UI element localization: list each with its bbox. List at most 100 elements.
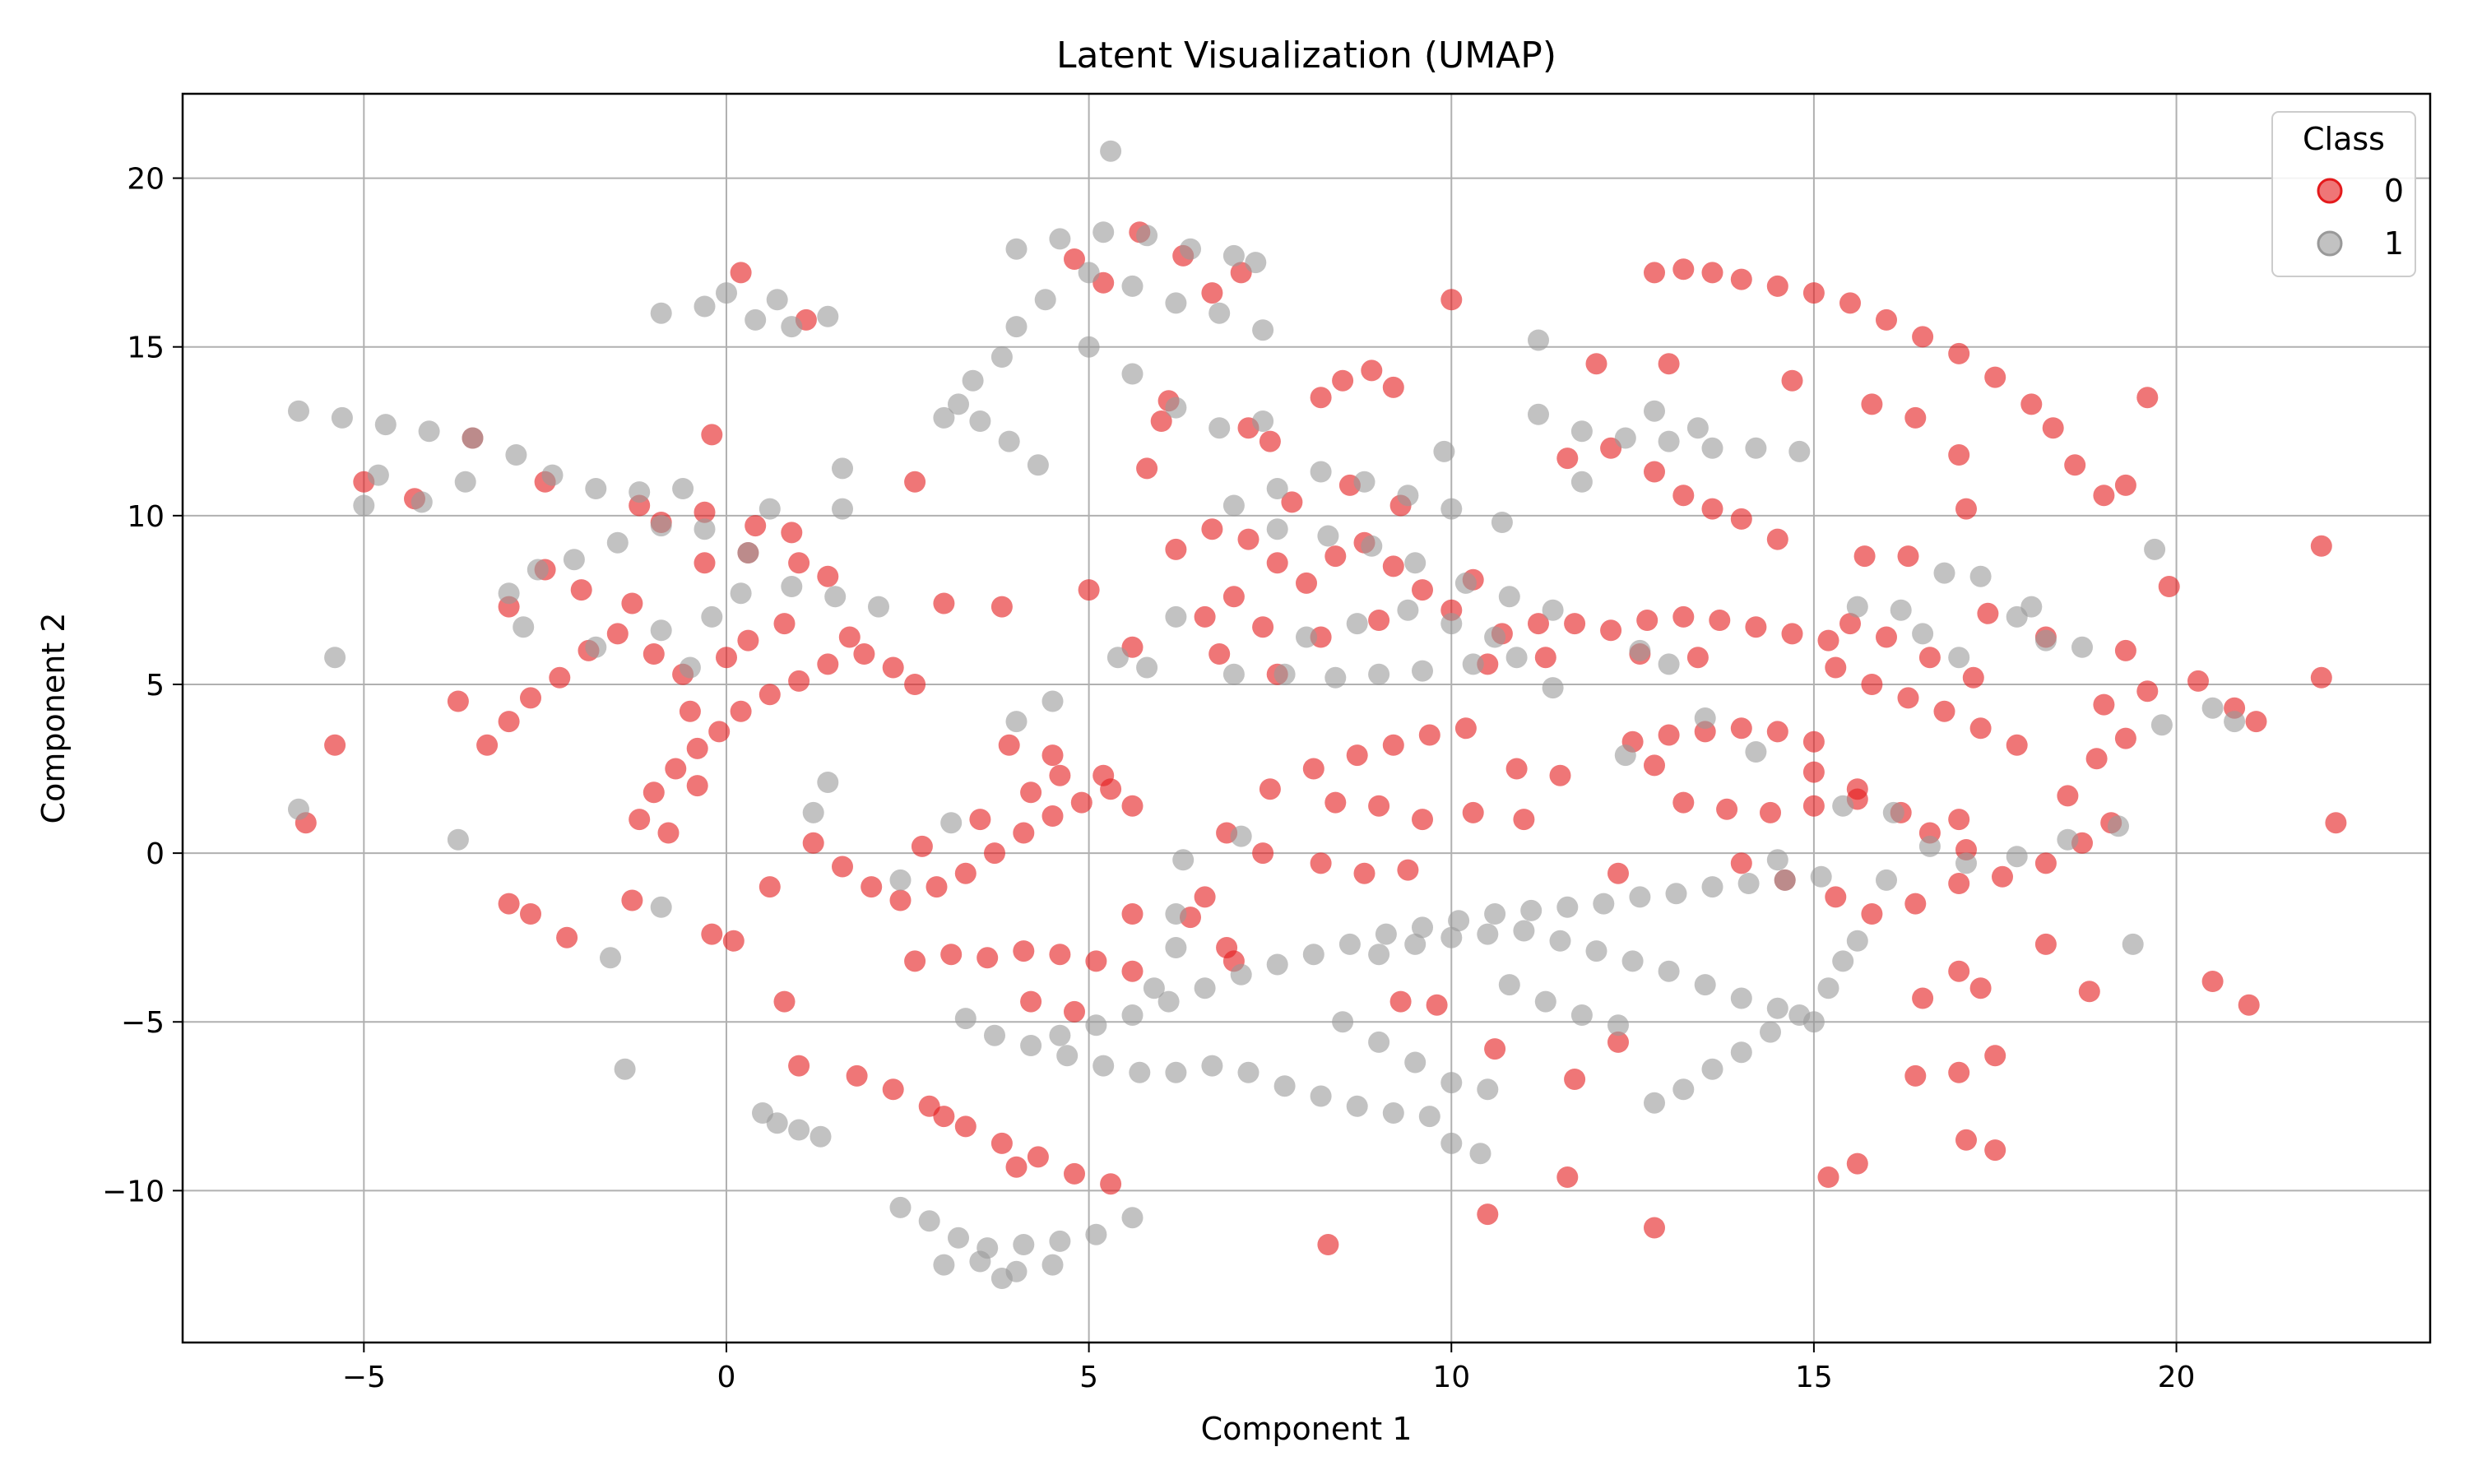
point-class-0: [1709, 610, 1731, 631]
point-class-0: [1353, 862, 1375, 884]
point-class-1: [1208, 417, 1231, 439]
point-class-0: [1222, 586, 1245, 608]
point-class-1: [817, 305, 839, 327]
point-class-1: [1412, 660, 1433, 682]
point-class-1: [1658, 653, 1680, 675]
point-class-0: [1781, 369, 1803, 392]
point-class-1: [1222, 494, 1245, 517]
point-class-1: [1078, 262, 1100, 284]
point-class-1: [629, 481, 651, 503]
x-tick-label: 10: [1432, 1361, 1470, 1394]
point-class-0: [990, 1132, 1013, 1154]
point-class-1: [1774, 869, 1796, 891]
legend-box: [2271, 111, 2416, 277]
point-class-0: [1644, 262, 1665, 284]
x-tick-label: 20: [2158, 1361, 2196, 1394]
point-class-1: [1614, 427, 1636, 449]
point-class-1: [1882, 801, 1904, 823]
point-class-0: [1564, 1069, 1586, 1090]
point-class-1: [694, 518, 716, 540]
point-class-0: [846, 1064, 868, 1087]
point-class-1: [1730, 987, 1752, 1009]
point-class-1: [1093, 1055, 1115, 1077]
point-class-0: [1064, 248, 1085, 270]
point-class-0: [1556, 1166, 1579, 1188]
point-class-1: [1832, 795, 1854, 817]
point-class-1: [1491, 512, 1513, 533]
point-class-1: [1890, 599, 1912, 621]
point-class-1: [1034, 289, 1056, 311]
point-class-1: [832, 457, 853, 480]
point-class-1: [1165, 937, 1187, 958]
point-class-0: [643, 643, 665, 665]
point-class-0: [1064, 1000, 1085, 1023]
point-class-1: [1230, 825, 1252, 847]
point-class-0: [1454, 717, 1477, 740]
point-class-1: [1658, 960, 1680, 982]
point-class-0: [1918, 647, 1941, 669]
point-class-0: [2020, 393, 2043, 415]
point-class-0: [1324, 791, 1347, 814]
point-class-1: [969, 410, 991, 432]
point-class-1: [1694, 974, 1716, 996]
point-class-0: [1846, 1152, 1868, 1175]
point-class-1: [1440, 613, 1463, 635]
point-class-1: [889, 869, 912, 891]
point-class-0: [1121, 960, 1144, 982]
point-class-1: [1948, 647, 1970, 669]
point-class-0: [1730, 508, 1752, 530]
point-class-0: [498, 711, 520, 733]
point-class-1: [1737, 873, 1760, 894]
point-class-0: [2245, 711, 2267, 733]
point-class-0: [2136, 680, 2159, 703]
point-class-0: [629, 809, 651, 831]
point-class-0: [1658, 724, 1680, 746]
point-class-1: [1440, 1132, 1463, 1154]
point-class-1: [948, 1227, 969, 1249]
point-class-1: [781, 576, 803, 597]
point-class-0: [1426, 994, 1448, 1016]
point-class-0: [1440, 289, 1463, 311]
point-class-0: [1252, 842, 1274, 865]
point-class-0: [1992, 865, 2013, 888]
point-class-1: [1498, 974, 1520, 996]
point-class-1: [1672, 1078, 1695, 1101]
point-class-1: [1418, 1106, 1440, 1128]
point-class-0: [1686, 647, 1709, 669]
point-class-1: [353, 494, 375, 517]
y-tick-label: 5: [146, 669, 165, 703]
point-class-1: [1273, 663, 1296, 685]
point-class-1: [1129, 1061, 1151, 1083]
point-class-1: [672, 478, 694, 499]
point-class-0: [1201, 518, 1223, 540]
point-class-0: [1912, 326, 1934, 348]
point-class-1: [1085, 1223, 1107, 1245]
point-class-0: [679, 700, 701, 722]
point-class-1: [701, 605, 723, 628]
point-class-1: [766, 289, 788, 311]
point-class-1: [541, 464, 564, 486]
point-class-1: [2057, 828, 2079, 851]
point-class-1: [730, 582, 752, 605]
point-class-0: [1100, 1173, 1122, 1195]
point-class-0: [1237, 528, 1260, 550]
point-class-0: [817, 653, 839, 675]
point-class-0: [1948, 873, 1970, 894]
point-class-1: [2006, 846, 2028, 868]
point-class-0: [1361, 359, 1383, 382]
point-class-0: [621, 592, 643, 614]
point-class-0: [1477, 1203, 1499, 1226]
point-class-1: [1049, 228, 1071, 250]
x-tick-label: 5: [1079, 1361, 1098, 1394]
legend-label-class-1: 1: [2384, 225, 2404, 262]
series-class-1: [288, 140, 2246, 1289]
point-class-0: [643, 781, 665, 804]
y-tick-label: 0: [146, 837, 165, 871]
point-class-1: [1817, 977, 1839, 999]
point-class-1: [1049, 1024, 1071, 1046]
point-class-1: [1375, 923, 1397, 945]
point-class-0: [1846, 778, 1868, 800]
point-class-0: [447, 690, 469, 712]
legend-marker-class-0: [2317, 178, 2343, 204]
point-class-1: [954, 1008, 977, 1030]
